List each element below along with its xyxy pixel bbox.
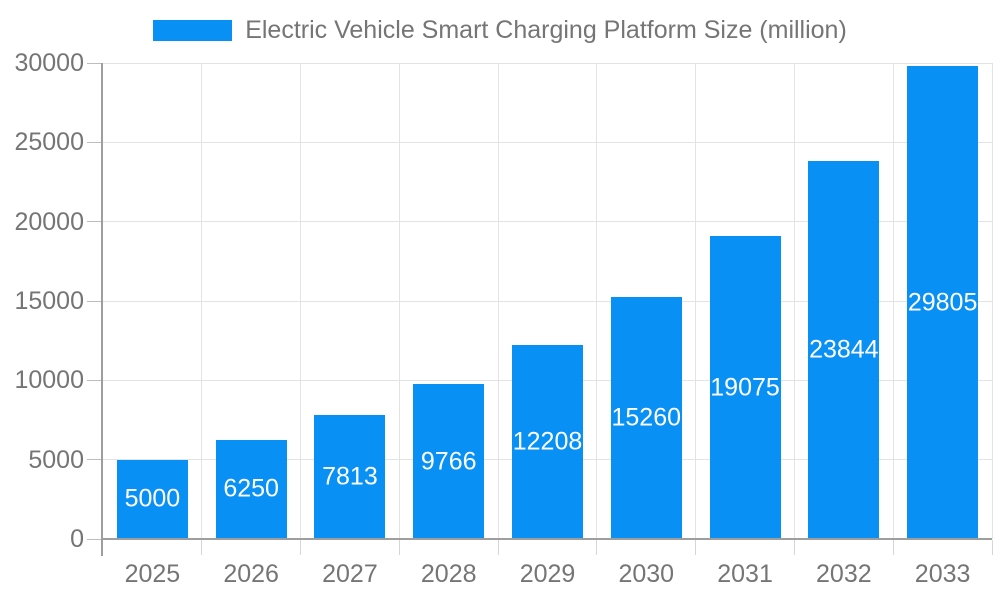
legend-series-label: Electric Vehicle Smart Charging Platform…	[245, 15, 847, 44]
x-axis-tick	[991, 540, 993, 555]
bar-value-label: 29805	[907, 288, 978, 317]
x-axis-line	[101, 538, 992, 540]
y-axis-tick-label: 5000	[28, 445, 84, 474]
bar-2031[interactable]: 19075	[709, 236, 781, 539]
bar-2028[interactable]: 9766	[413, 384, 485, 539]
bar-value-label: 19075	[710, 373, 780, 402]
gridline-vertical	[497, 63, 499, 539]
bar-value-label: 12208	[512, 427, 583, 456]
y-axis-tick	[87, 300, 103, 302]
bar-2026[interactable]: 6250	[215, 439, 287, 539]
y-axis-tick-label: 25000	[14, 128, 84, 157]
x-axis-label: 2031	[717, 560, 773, 588]
x-axis-label: 2030	[618, 560, 675, 588]
x-axis-label: 2028	[420, 560, 477, 588]
bar-2030[interactable]: 15260	[610, 296, 682, 539]
y-axis-tick	[87, 141, 103, 143]
gridline-horizontal	[103, 300, 992, 302]
y-axis-tick-label: 10000	[14, 366, 84, 395]
legend-color-swatch	[153, 19, 233, 41]
x-axis-tick	[201, 540, 203, 555]
gridline-vertical	[596, 63, 598, 539]
bar-value-label: 7813	[322, 462, 378, 491]
x-axis-tick	[497, 540, 499, 555]
chart-legend[interactable]: Electric Vehicle Smart Charging Platform…	[0, 14, 1000, 46]
bar-2025[interactable]: 5000	[116, 459, 188, 539]
x-axis-tick	[398, 540, 400, 555]
bar-value-label: 23844	[809, 335, 879, 364]
gridline-vertical	[201, 63, 203, 539]
gridline-vertical	[398, 63, 400, 539]
y-axis-tick-label: 30000	[14, 49, 84, 77]
y-axis-tick-label: 15000	[14, 287, 84, 315]
gridline-horizontal	[103, 62, 992, 64]
y-axis-tick	[87, 62, 103, 64]
x-axis-label: 2032	[816, 560, 872, 588]
x-axis-tick	[695, 540, 697, 555]
bar-2029[interactable]: 12208	[512, 345, 583, 539]
bar-value-label: 15260	[611, 403, 682, 432]
bar-2027[interactable]: 7813	[314, 415, 386, 539]
x-axis-label: 2026	[223, 560, 279, 588]
gridline-vertical	[991, 63, 993, 539]
x-axis-tick	[892, 540, 894, 555]
gridline-vertical	[695, 63, 697, 539]
bar-value-label: 5000	[124, 484, 181, 513]
y-axis-line	[101, 63, 103, 556]
x-axis-tick	[596, 540, 598, 555]
gridline-horizontal	[103, 221, 992, 223]
x-axis-label: 2033	[914, 560, 971, 588]
gridline-vertical	[300, 63, 302, 539]
gridline-horizontal	[103, 141, 992, 143]
bar-2032[interactable]: 23844	[808, 160, 880, 539]
y-axis-tick-label: 20000	[14, 207, 84, 236]
y-axis-tick	[87, 538, 103, 540]
gridline-vertical	[892, 63, 894, 539]
x-axis-label: 2027	[322, 560, 378, 588]
bar-value-label: 6250	[223, 474, 279, 503]
gridline-vertical	[793, 63, 795, 539]
y-axis-tick	[87, 459, 103, 461]
x-axis-label: 2025	[124, 560, 181, 588]
bar-value-label: 9766	[420, 447, 477, 475]
x-axis-label: 2029	[519, 560, 576, 588]
bar-2033[interactable]: 29805	[907, 66, 979, 539]
y-axis-tick	[87, 379, 103, 381]
y-axis-tick	[87, 221, 103, 223]
y-axis-tick-label: 0	[70, 525, 84, 553]
x-axis-tick	[300, 540, 302, 555]
x-axis-tick	[793, 540, 795, 555]
